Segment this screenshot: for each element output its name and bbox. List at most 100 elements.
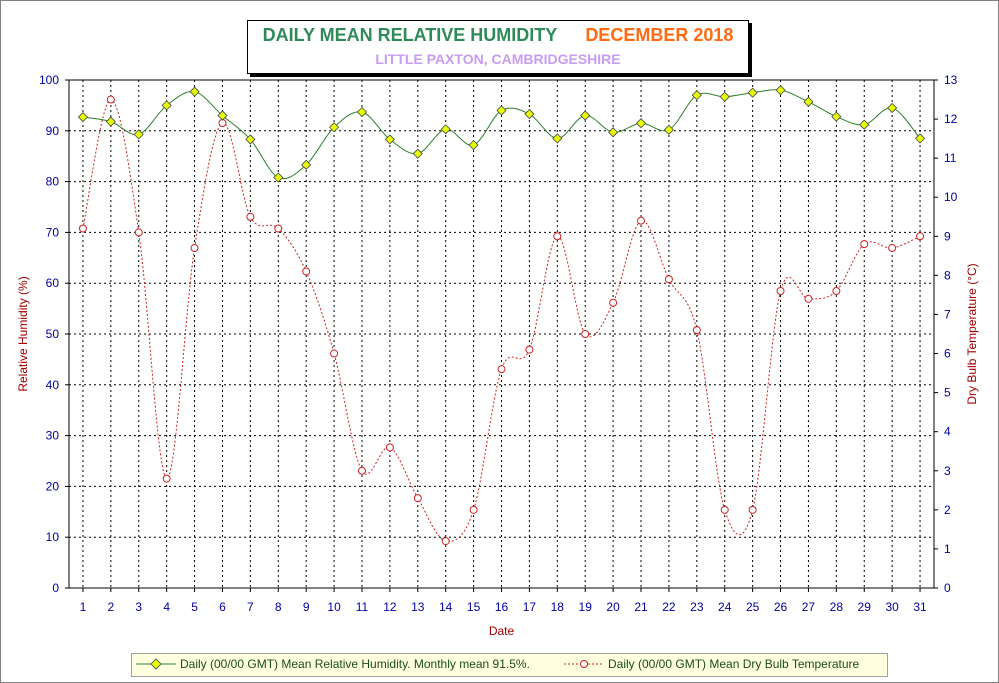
humidity-point xyxy=(356,106,368,118)
y2-tick-label: 8 xyxy=(944,268,951,282)
legend-humidity-label: Daily (00/00 GMT) Mean Relative Humidity… xyxy=(180,657,530,671)
humidity-point xyxy=(133,129,144,140)
temperature-point xyxy=(748,505,757,514)
temperature-point xyxy=(274,224,283,233)
temperature-point xyxy=(190,244,199,253)
x-tick-label: 21 xyxy=(634,600,648,614)
humidity-point xyxy=(552,133,563,144)
humidity-point xyxy=(775,85,786,96)
x-tick-label: 2 xyxy=(108,600,115,614)
y-tick-label: 100 xyxy=(39,73,59,87)
temperature-point xyxy=(497,365,506,374)
x-axis: 1 2 3 4 5 6 7 8 9 10 11 12 13 14 15 16 17 18 19 20 21 22 23 24 2… xyxy=(80,588,927,614)
x-tick-label: 15 xyxy=(467,600,481,614)
y-tick-label: 60 xyxy=(46,276,60,290)
humidity-point xyxy=(217,110,228,121)
x-tick-label: 1 xyxy=(80,600,87,614)
humidity-point xyxy=(691,90,702,101)
temperature-point xyxy=(330,349,339,358)
temperature-point xyxy=(553,232,562,241)
humidity-point xyxy=(635,118,647,129)
x-tick-label: 10 xyxy=(327,600,341,614)
y2-tick-label: 6 xyxy=(944,347,951,361)
humidity-point xyxy=(105,116,116,127)
humidity-point xyxy=(273,172,284,183)
humidity-point xyxy=(384,134,395,145)
x-tick-label: 9 xyxy=(303,600,310,614)
series-layer xyxy=(77,85,926,546)
y-tick-label: 30 xyxy=(46,429,60,443)
temperature-point xyxy=(106,95,115,104)
humidity-point xyxy=(803,96,814,107)
y-tick-label: 80 xyxy=(46,175,60,189)
y2-tick-label: 1 xyxy=(944,542,951,556)
x-tick-label: 18 xyxy=(551,600,565,614)
temperature-point xyxy=(525,345,534,354)
legend-temperature-marker-icon xyxy=(564,660,604,668)
x-tick-label: 20 xyxy=(606,600,620,614)
x-tick-label: 16 xyxy=(495,600,509,614)
temperature-point xyxy=(246,212,255,221)
humidity-point xyxy=(663,124,674,135)
x-axis-title: Date xyxy=(489,624,515,638)
humidity-point xyxy=(859,119,870,130)
humidity-point xyxy=(580,110,591,121)
x-tick-label: 4 xyxy=(163,600,170,614)
temperature-point xyxy=(609,298,618,307)
y-tick-label: 10 xyxy=(46,530,60,544)
y2-tick-label: 13 xyxy=(944,73,958,87)
x-tick-label: 22 xyxy=(662,600,676,614)
chart-title: DAILY MEAN RELATIVE HUMIDITY xyxy=(262,25,558,45)
legend: Daily (00/00 GMT) Mean Relative Humidity… xyxy=(131,653,888,677)
y-tick-label: 50 xyxy=(46,327,60,341)
temperature-point xyxy=(385,443,394,452)
x-tick-label: 7 xyxy=(247,600,254,614)
x-tick-label: 17 xyxy=(523,600,537,614)
legend-humidity-marker-icon xyxy=(136,658,176,670)
temperature-point xyxy=(441,537,450,546)
temperature-point xyxy=(413,494,422,503)
x-tick-label: 8 xyxy=(275,600,282,614)
y2-tick-label: 10 xyxy=(944,190,958,204)
temperature-point xyxy=(692,326,701,335)
x-tick-label: 13 xyxy=(411,600,425,614)
y2-tick-label: 9 xyxy=(944,229,951,243)
y-tick-label: 70 xyxy=(46,225,60,239)
humidity-point xyxy=(245,134,256,145)
temperature-point xyxy=(637,216,646,225)
humidity-point xyxy=(914,133,926,144)
y2-tick-label: 5 xyxy=(944,386,951,400)
x-tick-label: 3 xyxy=(135,600,142,614)
humidity-point xyxy=(468,139,479,151)
legend-item-temperature: Daily (00/00 GMT) Mean Dry Bulb Temperat… xyxy=(564,657,859,671)
humidity-point xyxy=(496,105,507,116)
humidity-point xyxy=(524,108,535,120)
y-axis-title: Relative Humidity (%) xyxy=(16,276,30,391)
legend-item-humidity: Daily (00/00 GMT) Mean Relative Humidity… xyxy=(136,657,530,671)
y2-tick-label: 12 xyxy=(944,112,958,126)
x-tick-label: 27 xyxy=(802,600,816,614)
humidity-point xyxy=(887,102,898,114)
legend-temperature-label: Daily (00/00 GMT) Mean Dry Bulb Temperat… xyxy=(608,657,860,671)
y-tick-label: 40 xyxy=(46,378,60,392)
x-tick-label: 28 xyxy=(830,600,844,614)
humidity-point xyxy=(329,122,340,133)
temperature-point xyxy=(664,275,673,284)
humidity-point xyxy=(412,148,423,159)
y2-tick-label: 4 xyxy=(944,425,951,439)
x-tick-label: 24 xyxy=(718,600,732,614)
x-tick-label: 29 xyxy=(858,600,872,614)
y2-tick-label: 7 xyxy=(944,307,951,321)
x-tick-label: 30 xyxy=(885,600,899,614)
y-tick-label: 0 xyxy=(52,581,59,595)
y2-tick-label: 0 xyxy=(944,581,951,595)
x-tick-label: 26 xyxy=(774,600,788,614)
temperature-point xyxy=(776,287,785,296)
x-tick-label: 12 xyxy=(383,600,397,614)
temperature-point xyxy=(469,505,478,514)
temperature-point xyxy=(888,244,897,253)
x-tick-label: 14 xyxy=(439,600,453,614)
humidity-point xyxy=(301,159,312,170)
